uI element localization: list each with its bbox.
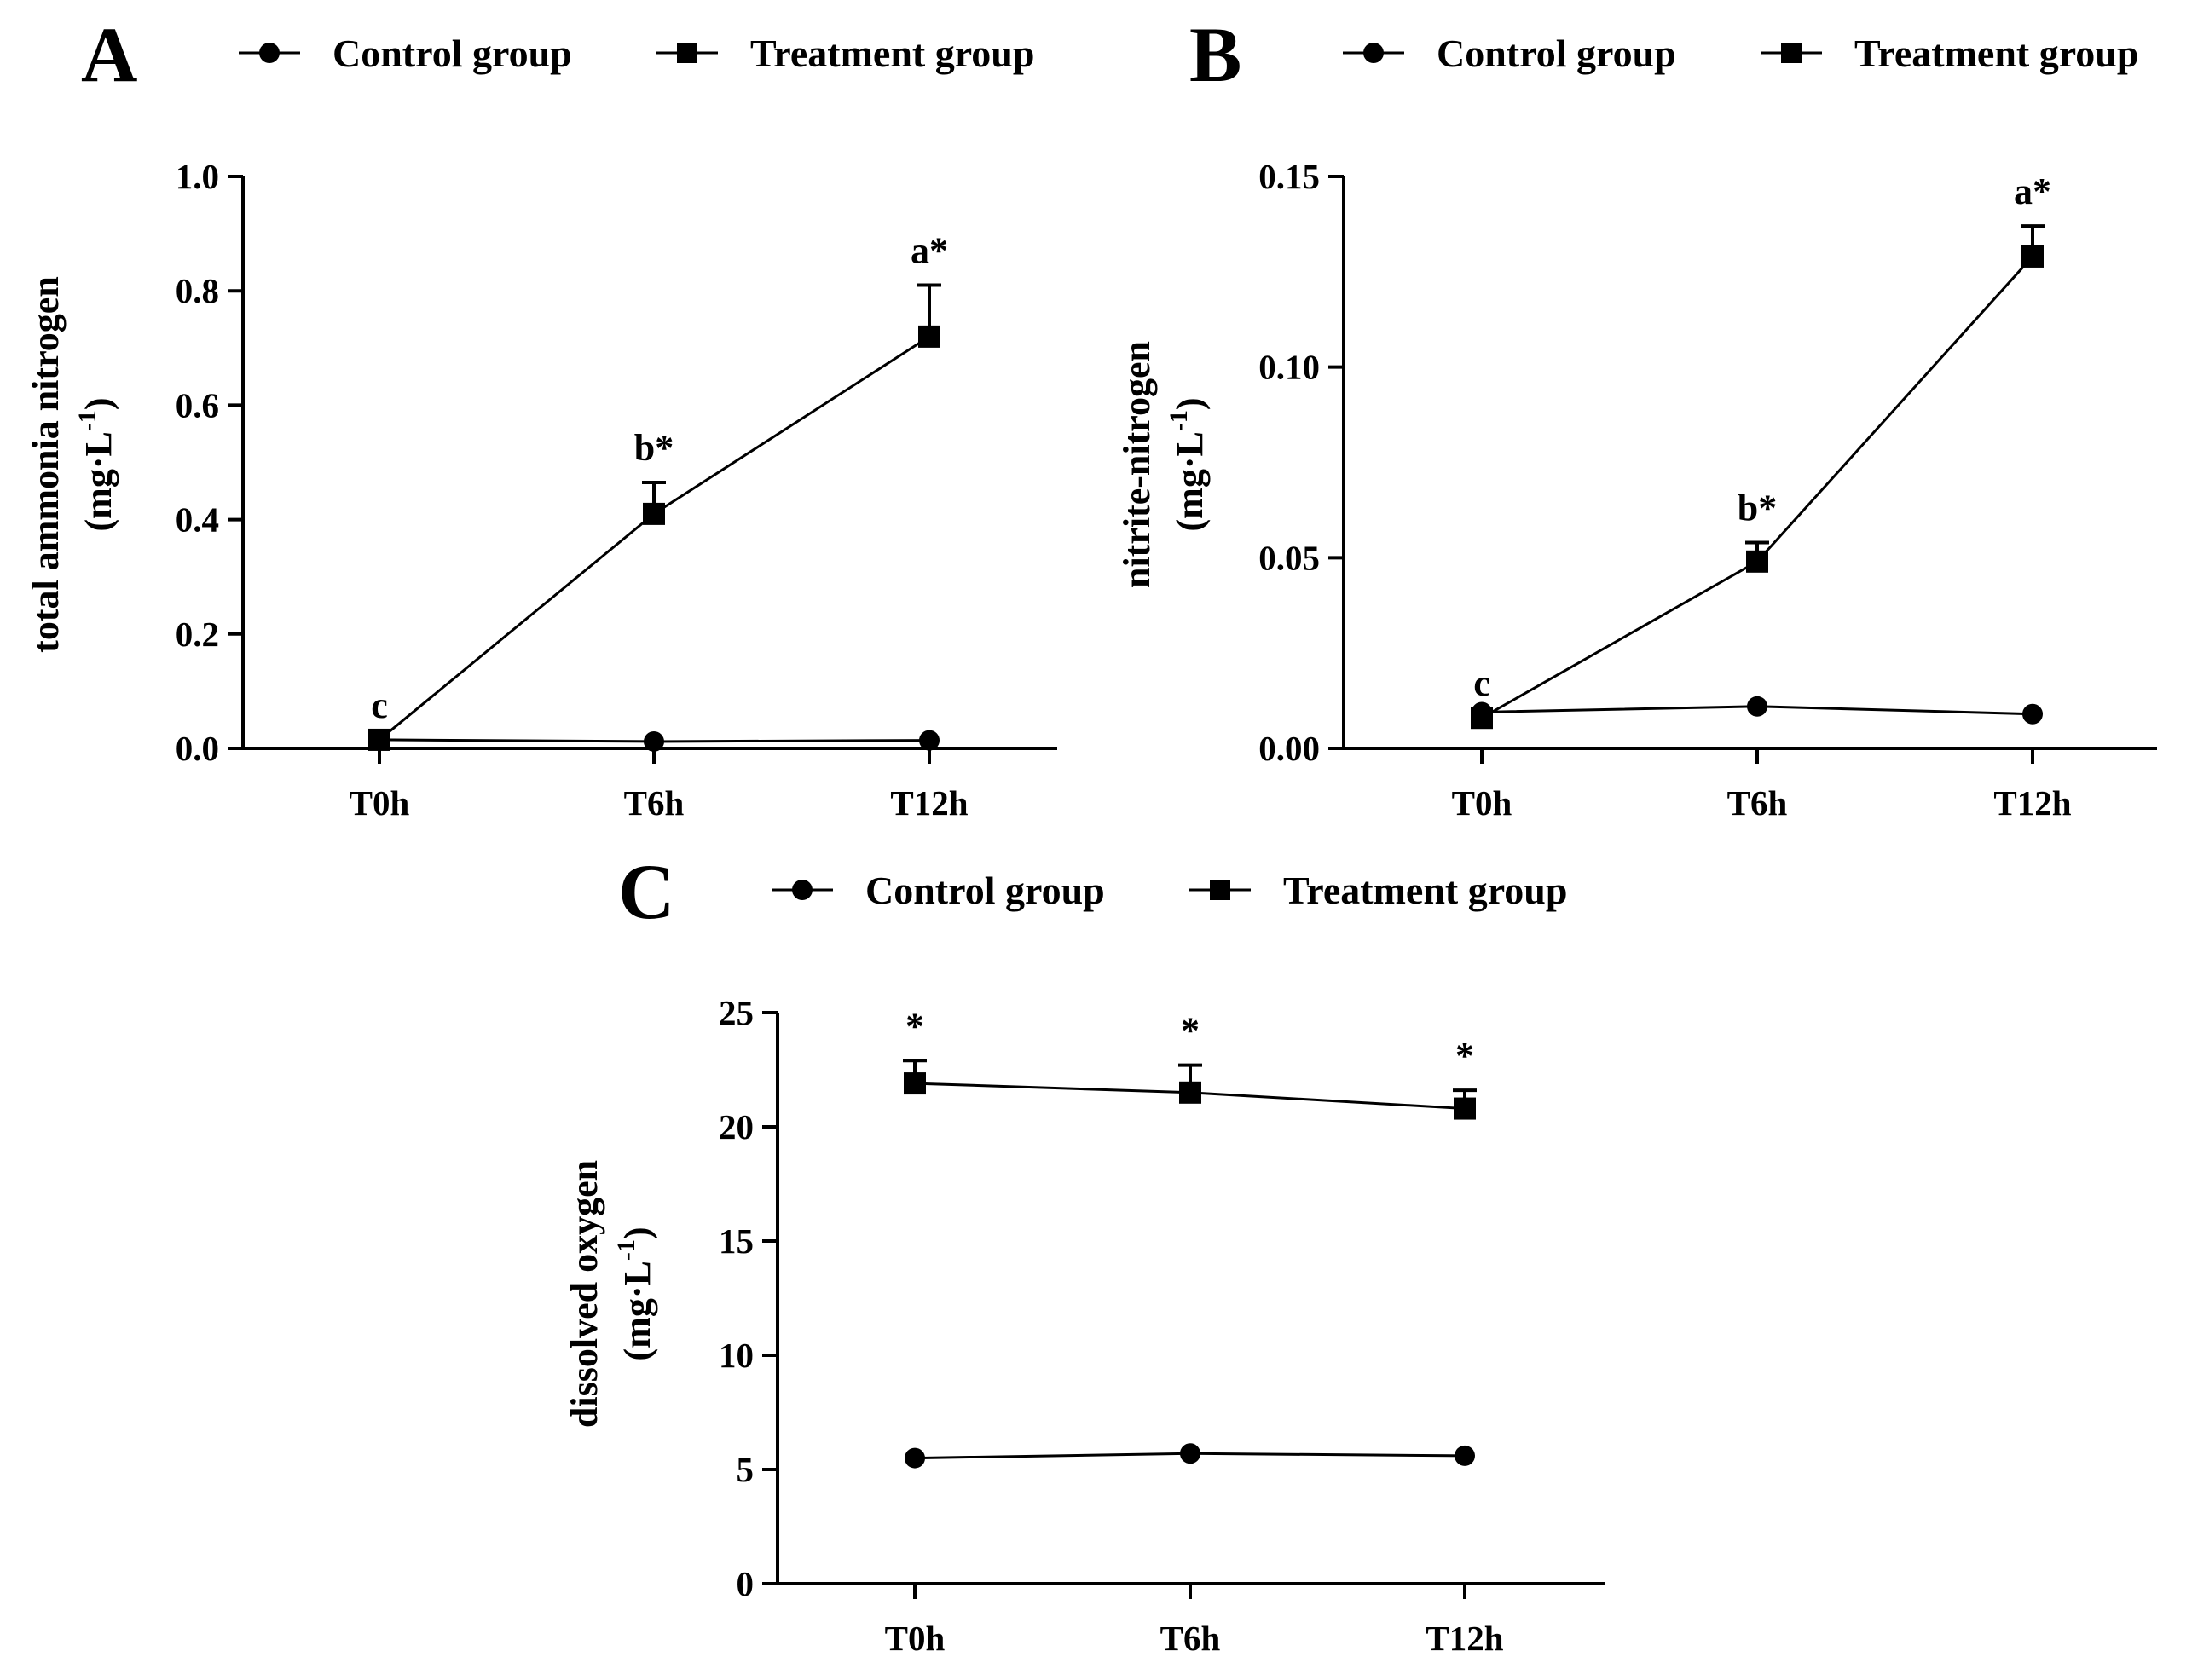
y-tick-label: 10: [719, 1336, 754, 1375]
data-point-control: [1747, 696, 1767, 717]
legend-marker-circle: [259, 43, 280, 63]
y-tick-label: 0.00: [1258, 729, 1320, 768]
panel-letter: A: [81, 11, 137, 98]
y-tick-label: 0.6: [176, 385, 219, 424]
significance-label: c: [1473, 662, 1490, 704]
significance-label: b*: [1738, 487, 1777, 528]
panel-c: C Control group Treatment group 0 5 10 15 20 25 T…: [564, 848, 1605, 1658]
x-tick-label: T12h: [1993, 783, 2071, 823]
data-point-treatment: [643, 502, 665, 525]
data-point-treatment: [368, 728, 390, 751]
legend: Control group Treatment group: [772, 869, 1567, 912]
legend-label-control: Control group: [865, 869, 1105, 912]
y-tick-label: 0.15: [1258, 157, 1320, 196]
panel-b: B Control group Treatment group 0.00 0.05 0.1…: [1116, 11, 2157, 823]
x-tick-label: T0h: [1452, 783, 1512, 823]
legend-marker-square: [677, 43, 697, 63]
significance-label: *: [905, 1005, 924, 1047]
legend-marker-square: [1781, 43, 1802, 63]
legend-marker-circle: [792, 880, 813, 900]
y-axis-label-line1: total ammonia nitrogen: [25, 276, 67, 653]
legend-label-control: Control group: [333, 32, 572, 75]
data-point-treatment: [1746, 550, 1768, 573]
y-tick-label: 0.8: [176, 271, 219, 310]
y-axis-label-close: ): [616, 1227, 658, 1240]
significance-label: a*: [911, 229, 948, 271]
data-point-treatment: [904, 1072, 926, 1095]
y-axis-label-line1: dissolved oxygen: [564, 1160, 605, 1428]
y-axis-label-line1: nitrite-nitrogen: [1116, 341, 1158, 588]
data-point-control: [644, 730, 664, 752]
y-tick-label: 0.10: [1258, 348, 1320, 387]
significance-label: a*: [2014, 170, 2051, 212]
x-tick-label: T6h: [1727, 783, 1788, 823]
y-tick-label: 25: [719, 993, 754, 1032]
data-point-treatment: [2021, 245, 2044, 268]
y-axis-label-line2: (mg·L-1): [612, 1227, 658, 1361]
y-tick-label: 15: [719, 1221, 754, 1261]
y-tick-label: 20: [719, 1107, 754, 1146]
significance-label: *: [1455, 1035, 1474, 1077]
x-tick-label: T6h: [1160, 1619, 1221, 1658]
y-axis-label-superscript: -1: [1165, 410, 1193, 431]
y-axis-label-unit: (mg·L: [616, 1261, 658, 1360]
y-axis-label-unit: (mg·L: [78, 431, 119, 531]
x-tick-label: T12h: [1426, 1619, 1503, 1658]
significance-label: c: [371, 684, 388, 726]
y-axis-label-close: ): [1169, 398, 1211, 411]
legend-label-control: Control group: [1437, 32, 1676, 75]
x-tick-label: T0h: [885, 1619, 946, 1658]
y-tick-label: 1.0: [176, 157, 219, 196]
y-axis-label-superscript: -1: [612, 1239, 640, 1261]
y-axis-label: dissolved oxygen (mg·L-1): [564, 1160, 658, 1428]
y-axis-label-line2: (mg·L-1): [73, 398, 119, 532]
legend-label-treatment: Treatment group: [1283, 869, 1567, 912]
y-axis-label: nitrite-nitrogen (mg·L-1): [1116, 341, 1211, 588]
data-point-control: [919, 730, 940, 751]
data-point-control: [1455, 1445, 1475, 1466]
legend: Control group Treatment group: [1343, 32, 2138, 75]
legend-marker-square: [1210, 880, 1230, 900]
y-axis-label-line2: (mg·L-1): [1165, 398, 1211, 532]
y-axis-label-superscript: -1: [73, 410, 101, 431]
data-point-control: [1180, 1443, 1200, 1464]
data-point-control: [905, 1447, 925, 1469]
x-tick-label: T0h: [350, 783, 410, 823]
y-tick-label: 0.0: [176, 729, 219, 768]
data-point-treatment: [918, 325, 940, 348]
legend-marker-circle: [1363, 43, 1384, 63]
significance-label: b*: [634, 427, 674, 469]
legend: Control group Treatment group: [239, 32, 1034, 75]
y-tick-label: 0: [737, 1564, 755, 1603]
y-axis-label-close: ): [78, 398, 119, 411]
y-axis-label-unit: (mg·L: [1169, 431, 1211, 531]
data-point-control: [2022, 703, 2043, 725]
legend-label-treatment: Treatment group: [750, 32, 1034, 75]
y-tick-label: 0.05: [1258, 538, 1320, 577]
x-tick-label: T12h: [890, 783, 968, 823]
y-axis-label: total ammonia nitrogen (mg·L-1): [25, 276, 119, 653]
legend-label-treatment: Treatment group: [1854, 32, 2138, 75]
y-tick-label: 5: [737, 1450, 755, 1489]
y-tick-label: 0.4: [176, 500, 219, 540]
data-point-treatment: [1179, 1081, 1201, 1104]
data-point-treatment: [1471, 707, 1493, 730]
data-point-treatment: [1454, 1097, 1476, 1120]
significance-label: *: [1181, 1010, 1200, 1052]
panel-a: A Control group Treatment group 0.0 0.2 0.4 0.…: [25, 11, 1057, 823]
y-tick-label: 0.2: [176, 615, 219, 654]
x-tick-label: T6h: [624, 783, 685, 823]
panel-letter: C: [618, 848, 674, 935]
panel-letter: B: [1189, 11, 1241, 98]
series-line-treatment: [379, 335, 930, 742]
